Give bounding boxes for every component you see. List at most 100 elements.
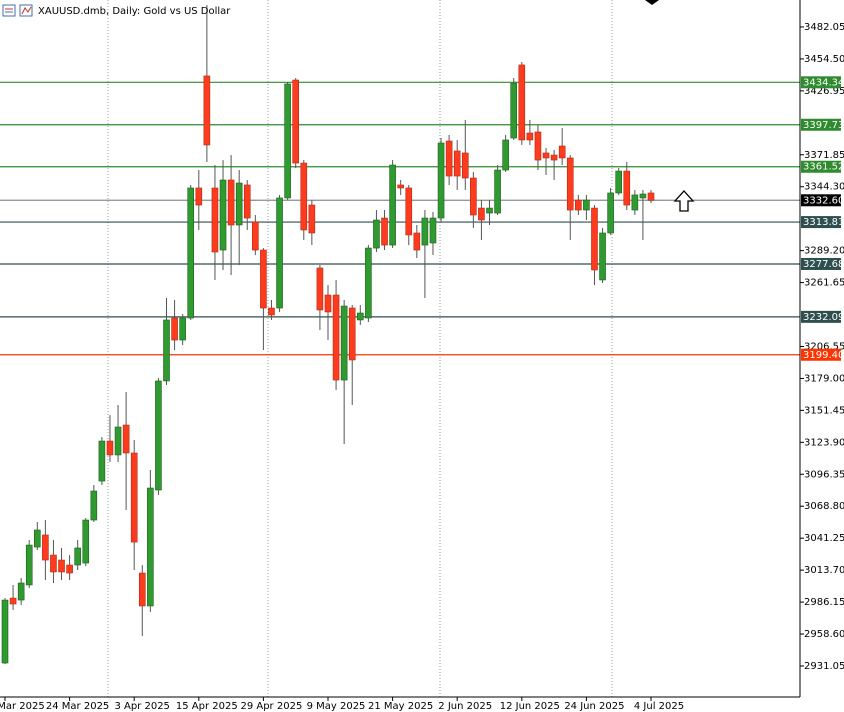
candle-body: [389, 164, 396, 246]
candle-body: [235, 182, 243, 226]
candle-body: [252, 221, 259, 251]
candle-body: [122, 424, 130, 454]
level-label: 3313.81: [803, 217, 844, 228]
candle-body: [324, 294, 332, 313]
candle-body: [566, 157, 574, 211]
candle-body: [470, 177, 477, 216]
x-tick-label: 9 May 2025: [307, 701, 366, 712]
plot: [0, 4, 800, 665]
candle-body: [437, 142, 445, 219]
y-tick-label: 3179.00: [804, 373, 844, 384]
icon: [2, 4, 16, 17]
candle-body: [90, 490, 98, 521]
y-tick-label: 3426.95: [804, 86, 844, 97]
y-tick-label: 3096.35: [804, 469, 844, 480]
candle-body: [187, 187, 195, 319]
candle-body: [17, 582, 25, 601]
candle-body: [647, 192, 655, 201]
level-label: 3397.73: [803, 120, 844, 131]
x-tick-label: 24 Jun 2025: [564, 701, 624, 712]
arrow-up: [673, 190, 695, 212]
level-label-bg: [801, 76, 841, 89]
candle-body: [171, 317, 178, 341]
candle-body: [114, 426, 122, 456]
candle-body: [550, 154, 558, 161]
y-tick-label: 3371.85: [804, 150, 844, 161]
candle-body: [155, 380, 162, 491]
x-tick-label: 29 Apr 2025: [240, 701, 302, 712]
level-label: 3232.09: [803, 312, 844, 323]
level-label-bg: [801, 257, 841, 270]
y-tick-label: 3289.20: [804, 246, 844, 257]
y-tick-label: 3013.70: [804, 565, 844, 576]
y-tick-label: 3344.30: [804, 182, 844, 193]
y-tick-label: 2958.60: [804, 629, 844, 640]
level-label-bg: [801, 310, 841, 323]
candle-body: [332, 294, 340, 381]
candle-body: [243, 184, 251, 219]
y-tick-label: 3206.55: [804, 341, 844, 352]
chart-title: XAUUSD.dmb, Daily: Gold vs US Dollar: [38, 6, 231, 17]
candle-body: [607, 192, 614, 234]
candle-body: [494, 169, 501, 214]
y-tick-label: 3261.65: [804, 278, 844, 289]
candle-body: [300, 162, 308, 231]
candle-body: [268, 307, 275, 316]
candle-body: [542, 152, 550, 159]
candle-body: [1, 599, 9, 664]
candle-body: [9, 597, 17, 605]
x-tick-label: 2 Jun 2025: [438, 701, 492, 712]
candle-body: [534, 131, 542, 161]
candle-body: [179, 317, 186, 341]
candle-body: [623, 170, 631, 206]
level-label: 3332.60: [803, 195, 844, 206]
candle-body: [453, 150, 461, 177]
candle-body: [373, 219, 380, 249]
candle-body: [421, 217, 429, 246]
month-separators: [107, 0, 613, 697]
marker: [645, 0, 659, 5]
candle-body: [348, 307, 356, 361]
level-label: 3199.40: [803, 350, 844, 361]
candle-body: [397, 184, 404, 189]
candle-body: [98, 440, 106, 482]
candle-body: [316, 267, 324, 311]
y-tick-label: 3454.50: [804, 54, 844, 65]
candle-body: [227, 179, 235, 226]
level-label: 3277.68: [803, 259, 844, 270]
candle-body: [478, 207, 485, 221]
candle-body: [340, 305, 348, 381]
candle-body: [260, 249, 267, 309]
candle-body: [510, 82, 518, 139]
y-tick-label: 3123.90: [804, 437, 844, 448]
candle-body: [526, 132, 534, 141]
candle-body: [502, 139, 509, 171]
y-tick-label: 2986.15: [804, 597, 844, 608]
candle-body: [292, 79, 300, 164]
title-icons: [2, 4, 33, 17]
candle-body: [615, 170, 623, 194]
icon: [21, 6, 32, 15]
x-tick-label: 21 May 2025: [368, 701, 433, 712]
candle-body: [445, 140, 453, 177]
candle-body: [33, 529, 41, 548]
candle-body: [413, 232, 421, 251]
candle-body: [66, 564, 73, 574]
candle-body: [106, 440, 114, 456]
candle-body: [163, 319, 170, 382]
candle-body: [486, 207, 493, 214]
candle-body: [219, 179, 227, 251]
level-label: 3434.34: [803, 77, 844, 88]
candle-body: [130, 452, 138, 543]
level-label-bg: [801, 216, 841, 229]
y-tick-label: 3041.25: [804, 533, 844, 544]
candle-body: [276, 197, 283, 309]
candle-body: [599, 232, 606, 281]
x-tick-label: 4 Jul 2025: [634, 701, 684, 712]
candle-body: [583, 199, 590, 211]
y-tick-label: 3151.45: [804, 405, 844, 416]
candle-body: [405, 187, 413, 236]
candle-body: [591, 207, 598, 271]
